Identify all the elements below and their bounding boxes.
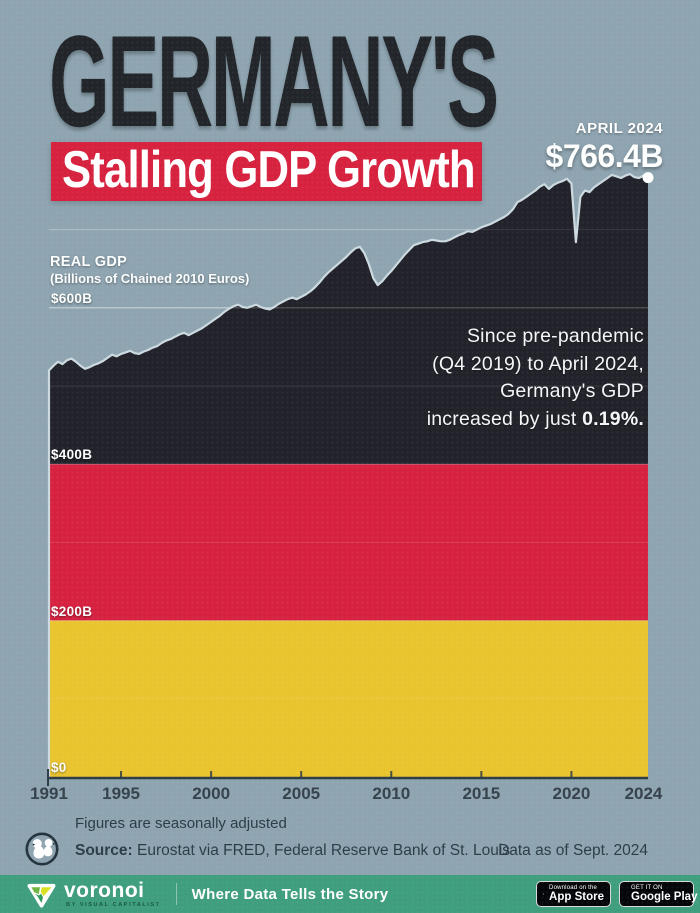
latest-value-callout: APRIL 2024 $766.4B (545, 120, 664, 175)
poster-subtitle: Stalling GDP Growth (62, 141, 476, 199)
brand-bar: voronoi BY VISUAL CAPITALIST Where Data … (0, 875, 700, 913)
badge-small-text: Download on the (549, 884, 598, 891)
x-axis-label: 2020 (552, 784, 591, 803)
callout-date: APRIL 2024 (575, 120, 663, 137)
annotation-stat: 0.19%. (582, 407, 644, 430)
brand-tagline: Where Data Tells the Story (191, 885, 389, 903)
brand-name: voronoi (64, 878, 145, 902)
y-axis-units: (Billions of Chained 2010 Euros) (50, 271, 250, 286)
gdp-line (47, 173, 649, 777)
brand-byline: BY VISUAL CAPITALIST (66, 901, 161, 908)
app-store-badge[interactable]: Download on the App Store (536, 881, 611, 907)
source-text: Eurostat via FRED, Federal Reserve Bank … (132, 842, 511, 859)
annotation-line: increased by just 0.19%. (426, 407, 644, 430)
x-axis-label: 2000 (192, 784, 231, 803)
y-axis-header: REAL GDP (Billions of Chained 2010 Euros… (50, 254, 249, 286)
visual-capitalist-logo (25, 832, 59, 866)
poster-title: GERMANY'S (49, 8, 499, 154)
annotation-line: (Q4 2019) to April 2024, (432, 352, 644, 375)
y-axis-label: $400B (51, 447, 93, 463)
y-axis-label: $200B (51, 603, 93, 619)
x-axis-label: 2015 (462, 784, 501, 803)
google-play-badge[interactable]: GET IT ON Google Play (619, 881, 698, 907)
apple-icon (543, 893, 544, 895)
data-as-of: Data as of Sept. 2024 (498, 842, 648, 859)
source-label: Source: (75, 842, 133, 859)
x-axis-label: 2024 (624, 784, 663, 803)
x-axis-label: 2005 (282, 784, 321, 803)
x-axis-label: 1991 (30, 784, 68, 803)
source-line: Source: Eurostat via FRED, Federal Reser… (75, 842, 510, 860)
badge-store-name: App Store (549, 890, 604, 903)
annotation-line: Since pre-pandemic (466, 325, 644, 347)
badge-store-name: Google Play (631, 890, 698, 903)
subtitle-band: Stalling GDP Growth (51, 142, 482, 201)
badge-small-text: GET IT ON (631, 884, 663, 891)
flag-band-red (49, 464, 648, 621)
x-axis-label: 2010 (372, 784, 411, 803)
annotation-line: Germany's GDP (500, 380, 644, 402)
pandemic-annotation: Since pre-pandemic (Q4 2019) to April 20… (427, 323, 644, 433)
seasonal-adjustment-note: Figures are seasonally adjusted (75, 815, 287, 832)
y-axis-label: $0 (51, 760, 67, 775)
x-axis-label: 1995 (102, 784, 140, 803)
flag-band-gold (49, 620, 648, 777)
callout-value: $766.4B (545, 138, 664, 174)
flag-area (49, 174, 648, 777)
y-axis-title: REAL GDP (50, 254, 128, 270)
voronoi-logo-icon (27, 883, 56, 908)
divider (175, 883, 177, 905)
endpoint-dot (642, 172, 654, 184)
y-axis-label: $600B (51, 290, 93, 306)
brand-block: voronoi BY VISUAL CAPITALIST (64, 880, 161, 909)
store-badges: Download on the App Store GET IT ON Goog… (536, 881, 698, 907)
